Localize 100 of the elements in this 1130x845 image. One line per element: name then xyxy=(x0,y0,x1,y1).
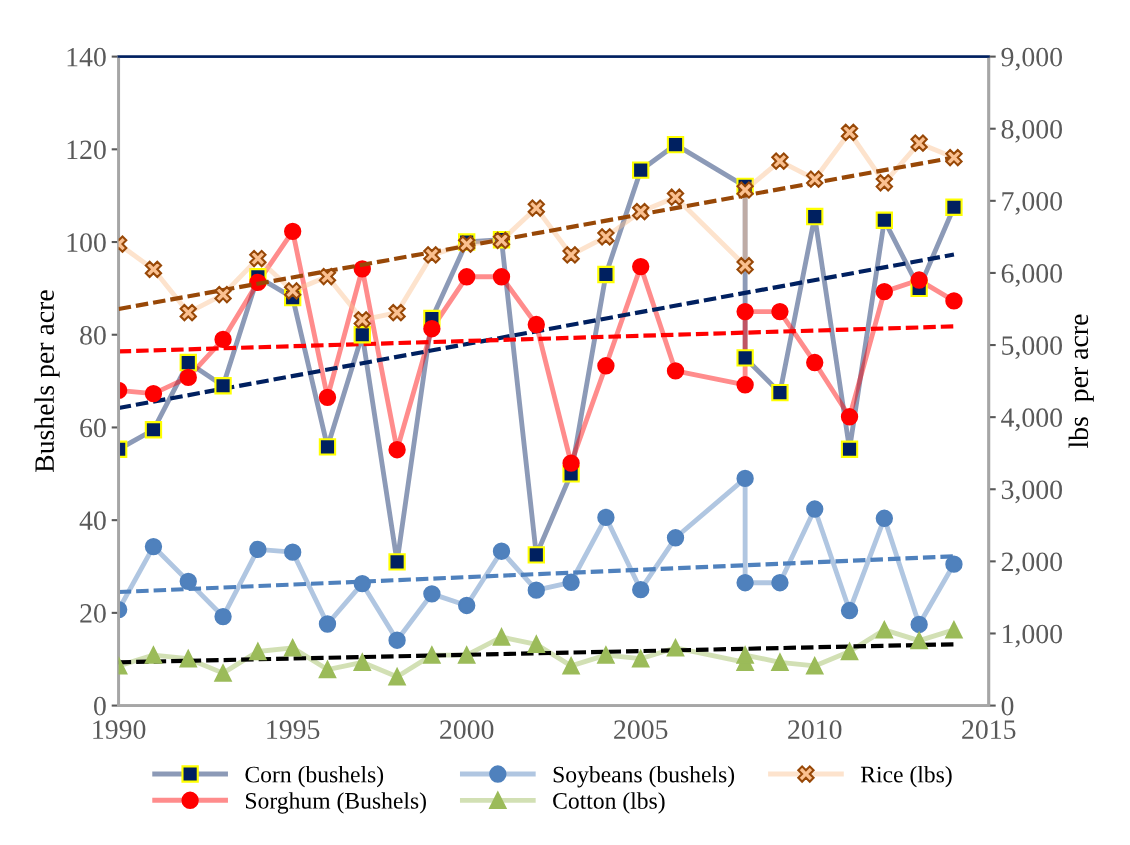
point xyxy=(736,376,754,394)
point xyxy=(806,207,824,226)
point xyxy=(423,585,441,603)
point xyxy=(318,660,337,679)
point xyxy=(806,500,824,518)
point xyxy=(214,607,232,626)
point xyxy=(632,161,650,179)
point xyxy=(736,574,754,592)
point xyxy=(458,596,476,615)
point xyxy=(840,440,859,458)
point xyxy=(214,664,232,682)
point xyxy=(144,421,163,439)
point xyxy=(283,639,302,657)
point xyxy=(597,646,615,664)
point xyxy=(806,353,824,372)
legend-label: Rice (lbs) xyxy=(860,765,952,788)
y-tick-label: 120 xyxy=(67,140,106,160)
y2-axis-title: lbs per acre xyxy=(1068,314,1094,449)
point xyxy=(597,265,615,284)
point xyxy=(666,639,685,657)
point xyxy=(910,615,928,634)
point xyxy=(736,181,754,199)
point xyxy=(840,642,859,661)
y-tick-label: 0 xyxy=(94,696,106,716)
legend-label: Corn (bushels) xyxy=(245,765,384,788)
legend-label: Sorghum (Bushels) xyxy=(246,792,426,814)
point xyxy=(666,188,685,206)
y-tick-label: 60 xyxy=(80,418,106,438)
point xyxy=(283,282,302,300)
point xyxy=(945,148,963,167)
point xyxy=(318,438,337,456)
x-tick-label: 2000 xyxy=(440,720,494,740)
point xyxy=(945,198,963,216)
point xyxy=(945,292,963,310)
point xyxy=(318,615,337,633)
point xyxy=(840,408,859,426)
point xyxy=(632,581,650,599)
point xyxy=(144,646,163,664)
point xyxy=(771,384,789,402)
y-axis-title: Bushels per acre xyxy=(34,290,60,473)
x-tick-label: 1990 xyxy=(93,720,146,740)
point xyxy=(353,574,371,593)
point xyxy=(353,326,371,344)
point xyxy=(562,657,580,675)
point xyxy=(388,303,406,322)
y2-tick-label: 1,000 xyxy=(1003,624,1062,648)
point xyxy=(353,311,371,329)
point xyxy=(318,267,337,286)
point xyxy=(423,320,441,338)
point xyxy=(632,650,650,668)
y2-tick-label: 2,000 xyxy=(1001,552,1062,576)
point xyxy=(771,152,789,170)
point xyxy=(945,555,963,573)
point xyxy=(875,174,894,192)
point xyxy=(144,537,163,556)
point xyxy=(562,454,580,472)
legend-label: Cotton (lbs) xyxy=(553,792,665,814)
point xyxy=(179,303,197,322)
point xyxy=(179,650,197,668)
point xyxy=(423,246,441,264)
point xyxy=(875,211,894,229)
point xyxy=(771,574,789,592)
point xyxy=(214,285,232,304)
x-tick-label: 2015 xyxy=(962,720,1016,740)
point xyxy=(736,469,754,488)
point xyxy=(179,572,197,591)
y2-tick-label: 7,000 xyxy=(1002,191,1062,215)
point xyxy=(632,257,650,276)
point xyxy=(492,542,511,560)
point xyxy=(666,529,685,547)
point xyxy=(875,509,894,527)
x-tick-label: 2010 xyxy=(788,720,842,740)
point xyxy=(249,540,267,559)
y2-tick-label: 0 xyxy=(1001,696,1014,716)
point xyxy=(910,632,928,650)
y2-tick-label: 8,000 xyxy=(1001,119,1062,143)
y-tick-label: 140 xyxy=(67,47,106,67)
x-tick-label: 2005 xyxy=(614,720,668,740)
point xyxy=(423,646,441,664)
y-tick-label: 20 xyxy=(80,604,106,623)
point xyxy=(179,353,197,372)
y2-tick-label: 4,000 xyxy=(1001,408,1062,432)
point xyxy=(875,282,894,301)
point xyxy=(492,268,511,286)
point xyxy=(527,581,545,599)
y2-tick-label: 6,000 xyxy=(1001,264,1062,287)
point xyxy=(910,134,928,152)
point xyxy=(353,653,371,671)
point xyxy=(666,362,685,380)
point xyxy=(144,384,163,403)
point xyxy=(527,315,545,334)
point xyxy=(806,657,824,675)
point xyxy=(771,302,789,321)
point xyxy=(597,357,615,375)
point xyxy=(527,199,545,217)
point xyxy=(214,377,232,395)
point xyxy=(562,246,580,264)
point xyxy=(597,228,615,246)
x-tick-label: 1995 xyxy=(267,720,320,740)
point xyxy=(632,202,650,221)
